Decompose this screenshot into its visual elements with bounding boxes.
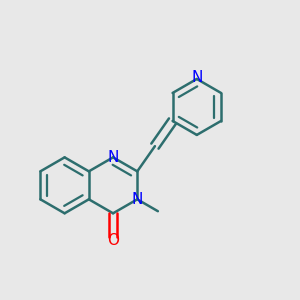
- Text: N: N: [191, 70, 202, 85]
- Text: O: O: [107, 233, 119, 248]
- Text: N: N: [132, 192, 143, 207]
- Text: N: N: [107, 150, 119, 165]
